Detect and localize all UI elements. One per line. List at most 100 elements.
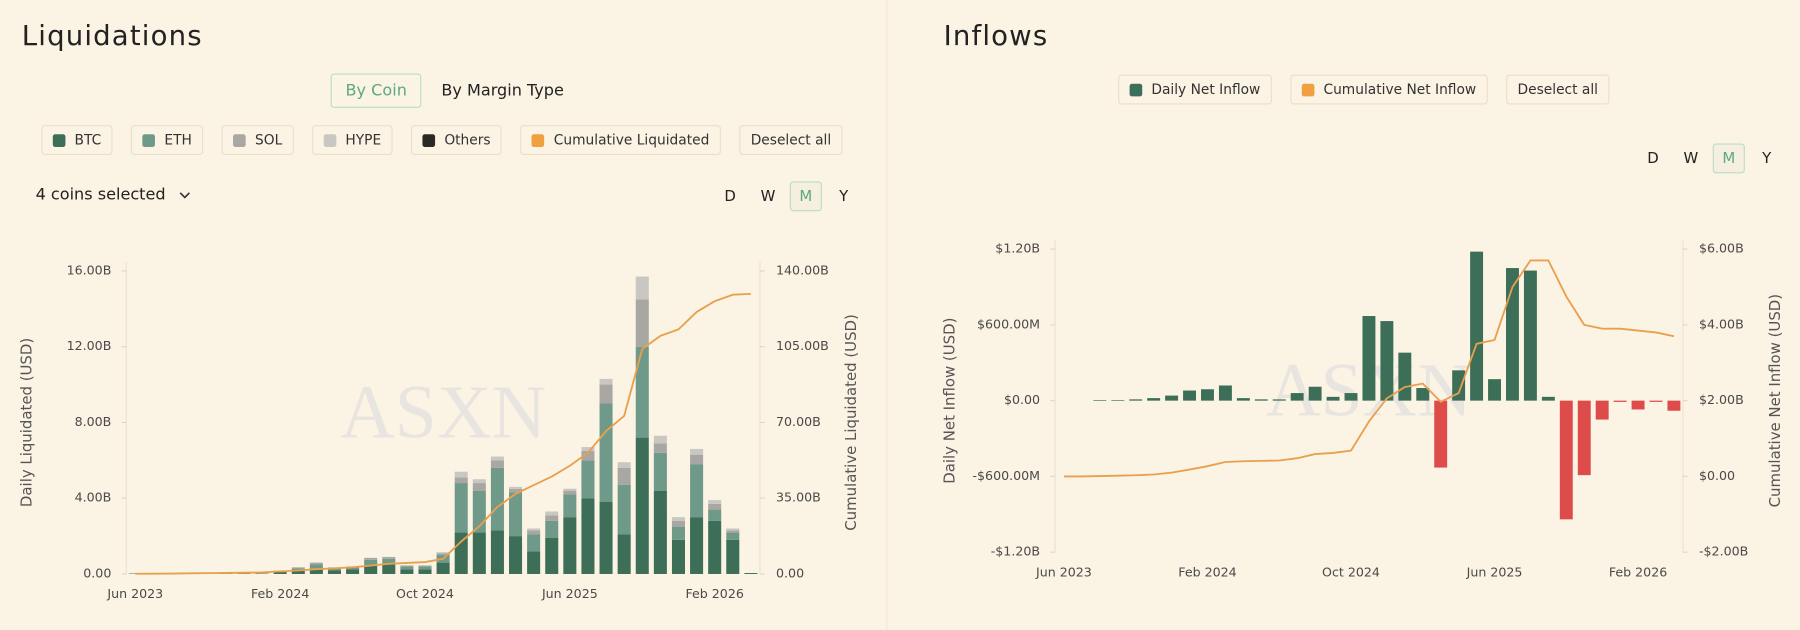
bar xyxy=(490,467,504,531)
x-tick-label: Jun 2025 xyxy=(1466,564,1523,579)
legend-label: HYPE xyxy=(345,132,382,149)
interval-button[interactable]: M xyxy=(1712,143,1745,174)
x-tick-label: Jun 2025 xyxy=(541,586,598,601)
bar xyxy=(671,517,685,521)
bar xyxy=(454,483,468,533)
bar xyxy=(418,566,432,570)
panel-divider xyxy=(886,0,888,630)
bar xyxy=(436,562,450,574)
chevron-icon xyxy=(179,192,191,199)
bar xyxy=(418,569,432,574)
bar xyxy=(599,384,613,404)
tick-label: -$600.00M xyxy=(972,468,1040,483)
interval-button[interactable]: W xyxy=(760,187,776,205)
interval-button[interactable]: W xyxy=(1683,149,1699,168)
panel-title: Inflows xyxy=(943,19,1049,52)
bar xyxy=(382,564,396,574)
bar xyxy=(1201,389,1214,401)
interval-button[interactable]: Y xyxy=(839,187,849,205)
legend-item[interactable]: BTC xyxy=(41,125,113,155)
view-tab[interactable]: By Margin Type xyxy=(441,81,564,100)
watermark: ASXN xyxy=(340,371,546,455)
bar xyxy=(291,567,305,569)
bar xyxy=(1506,268,1519,401)
bar xyxy=(509,486,523,489)
legend-swatch xyxy=(1129,83,1143,96)
legend-item[interactable]: Others xyxy=(411,125,503,155)
bar xyxy=(671,520,685,527)
legend-item[interactable]: Daily Net Inflow xyxy=(1118,74,1272,105)
bar xyxy=(1290,393,1304,401)
bar xyxy=(1308,386,1322,401)
deselect-all-button[interactable]: Deselect all xyxy=(1506,74,1610,105)
bar xyxy=(545,537,559,574)
x-tick-label: Jun 2023 xyxy=(1035,564,1092,579)
legend-item[interactable]: HYPE xyxy=(312,125,393,155)
bar xyxy=(1236,398,1250,401)
bar xyxy=(581,498,595,574)
legend-label: Cumulative Net Inflow xyxy=(1323,81,1477,98)
bar xyxy=(545,515,559,521)
bar xyxy=(327,570,342,574)
bar xyxy=(599,502,613,574)
bar xyxy=(309,568,323,574)
legend-label: BTC xyxy=(74,132,102,149)
legend-item[interactable]: ETH xyxy=(131,125,204,155)
legend-label: Others xyxy=(444,132,491,149)
bar xyxy=(690,448,704,455)
bar xyxy=(708,500,722,504)
y-axis-title: Daily Net Inflow (USD) xyxy=(941,318,959,484)
bar xyxy=(1147,398,1161,401)
coin-selector[interactable]: 4 coins selected xyxy=(36,186,191,204)
bar xyxy=(744,573,758,574)
bar xyxy=(291,570,305,574)
bar xyxy=(454,471,468,478)
legend-item[interactable]: Cumulative Net Inflow xyxy=(1290,74,1488,105)
bar xyxy=(454,477,468,484)
tick-label: 35.00B xyxy=(776,490,821,505)
bar xyxy=(382,558,396,565)
legend-item[interactable]: SOL xyxy=(221,125,294,155)
bar xyxy=(509,492,523,537)
bar xyxy=(1523,270,1537,401)
bar xyxy=(581,447,595,451)
bar xyxy=(509,488,523,493)
legend-label: ETH xyxy=(164,132,192,149)
interval-button[interactable]: Y xyxy=(1762,149,1772,168)
view-tab[interactable]: By Coin xyxy=(330,73,422,108)
bar xyxy=(1398,352,1412,401)
bar xyxy=(1434,400,1448,468)
bar xyxy=(527,530,541,535)
bar xyxy=(436,552,450,554)
bar xyxy=(400,569,414,574)
bar xyxy=(726,539,740,574)
bar xyxy=(1667,400,1681,411)
interval-button[interactable]: M xyxy=(789,181,822,212)
x-tick-label: Oct 2024 xyxy=(396,586,454,601)
bar xyxy=(527,551,541,574)
bar xyxy=(490,456,504,461)
bar xyxy=(400,566,414,570)
interval-button[interactable]: D xyxy=(724,187,736,205)
bar xyxy=(1488,379,1501,401)
bar xyxy=(1165,395,1179,401)
bar xyxy=(1344,393,1358,401)
bar xyxy=(653,452,667,491)
legend-swatch xyxy=(52,133,66,147)
x-tick-label: Feb 2024 xyxy=(1178,564,1236,579)
legend-item[interactable]: Cumulative Liquidated xyxy=(520,125,721,155)
bar xyxy=(472,532,486,574)
bar xyxy=(617,534,631,574)
interval-button[interactable]: D xyxy=(1647,149,1659,168)
legend-swatch xyxy=(233,133,246,147)
legend-label: Daily Net Inflow xyxy=(1151,81,1261,98)
bar xyxy=(1111,400,1125,401)
bar xyxy=(708,503,722,510)
legend-swatch xyxy=(422,133,436,147)
view-tabs: By Coin By Margin Type xyxy=(330,73,579,108)
deselect-all-button[interactable]: Deselect all xyxy=(739,125,843,155)
bar xyxy=(1577,400,1591,476)
bar xyxy=(1631,400,1645,410)
bar xyxy=(653,443,667,453)
